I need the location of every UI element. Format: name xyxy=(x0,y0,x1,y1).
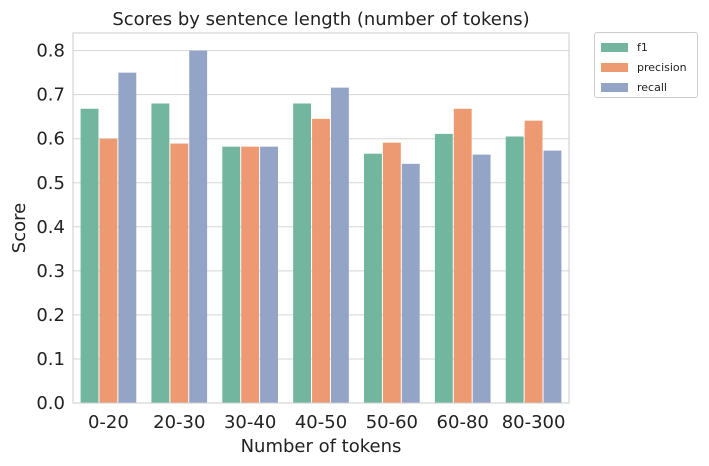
bar-f1-30-40 xyxy=(222,146,241,403)
bar-f1-20-30 xyxy=(151,103,170,403)
legend-label-recall: recall xyxy=(637,80,667,94)
y-tick-label: 0.3 xyxy=(36,261,65,282)
x-tick-label: 30-40 xyxy=(224,412,276,433)
chart-title: Scores by sentence length (number of tok… xyxy=(112,9,529,30)
bar-recall-80-300 xyxy=(543,150,562,403)
legend-swatch-recall xyxy=(601,82,628,92)
bar-precision-60-80 xyxy=(453,108,472,403)
bar-recall-20-30 xyxy=(189,50,208,403)
bar-precision-30-40 xyxy=(241,146,260,403)
bars xyxy=(80,50,562,404)
y-tick-label: 0.4 xyxy=(36,217,65,238)
x-tick-label: 50-60 xyxy=(366,412,418,433)
legend-label-f1: f1 xyxy=(637,40,648,54)
bar-f1-60-80 xyxy=(434,133,453,403)
x-tick-labels: 0-20 20-30 30-40 40-50 50-60 60-80 80-300 xyxy=(88,412,565,433)
bar-f1-50-60 xyxy=(364,153,382,403)
y-tick-label: 0.5 xyxy=(36,173,65,194)
legend-item-precision: precision xyxy=(601,57,697,77)
y-tick-label: 0.0 xyxy=(36,393,65,414)
legend: f1 precision recall xyxy=(594,32,698,98)
y-tick-label: 0.1 xyxy=(36,349,65,370)
legend-swatch-f1 xyxy=(601,42,628,52)
x-tick-label: 40-50 xyxy=(295,412,347,433)
x-tick-label: 80-300 xyxy=(502,412,566,433)
bar-f1-80-300 xyxy=(505,136,524,403)
bar-recall-0-20 xyxy=(118,72,137,404)
legend-swatch-precision xyxy=(601,62,628,72)
y-tick-labels: 0.0 0.1 0.2 0.3 0.4 0.5 0.6 0.7 0.8 xyxy=(36,41,65,414)
bar-f1-40-50 xyxy=(293,103,312,403)
y-tick-label: 0.6 xyxy=(36,129,65,150)
y-tick-label: 0.8 xyxy=(36,41,65,62)
bar-recall-40-50 xyxy=(330,87,349,403)
legend-item-recall: recall xyxy=(601,77,697,97)
bar-recall-60-80 xyxy=(472,154,491,403)
bar-precision-80-300 xyxy=(524,120,543,404)
y-axis-label: Score xyxy=(9,203,30,253)
plot-frame xyxy=(72,32,570,404)
x-axis-label: Number of tokens xyxy=(241,436,402,457)
bar-recall-50-60 xyxy=(401,163,420,403)
bar-precision-40-50 xyxy=(312,118,330,404)
y-tick-label: 0.7 xyxy=(36,85,65,106)
bar-precision-20-30 xyxy=(170,143,189,404)
legend-item-f1: f1 xyxy=(601,37,697,57)
x-tick-label: 60-80 xyxy=(437,412,489,433)
bar-recall-30-40 xyxy=(260,146,278,403)
bar-f1-0-20 xyxy=(80,108,99,403)
legend-label-precision: precision xyxy=(637,60,687,74)
x-tick-label: 20-30 xyxy=(153,412,205,433)
x-tick-label: 0-20 xyxy=(88,412,129,433)
bar-precision-50-60 xyxy=(382,142,401,403)
bar-precision-0-20 xyxy=(99,138,118,403)
y-tick-label: 0.2 xyxy=(36,305,65,326)
